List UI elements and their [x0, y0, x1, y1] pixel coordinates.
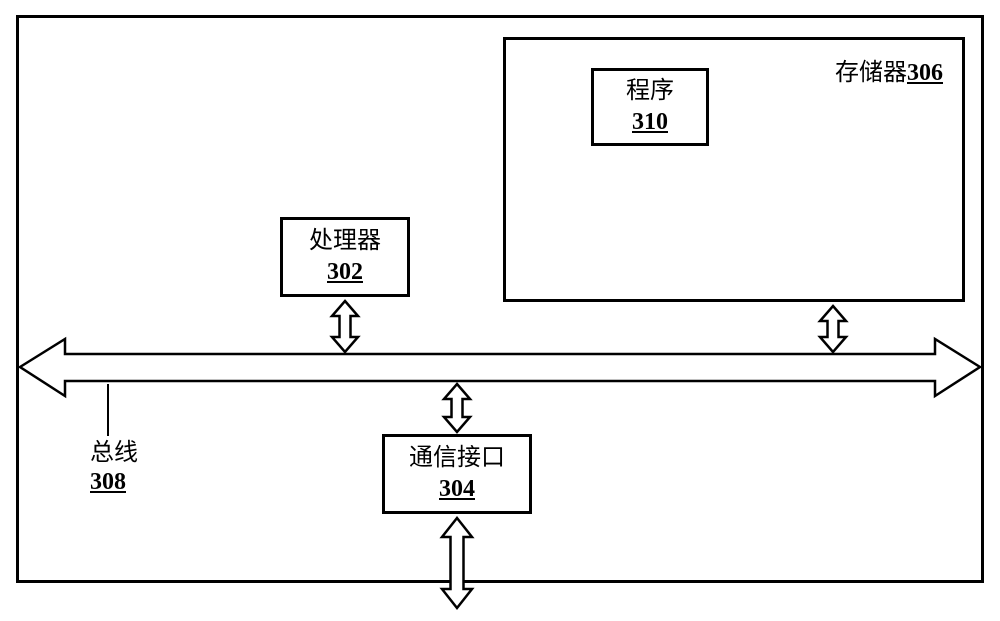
comm-out-arrow: [442, 518, 472, 608]
vertical-arrows-layer: [0, 0, 1000, 621]
bus-comm-arrow: [444, 384, 470, 432]
processor-bus-arrow: [332, 301, 358, 352]
memory-bus-arrow: [820, 306, 846, 352]
